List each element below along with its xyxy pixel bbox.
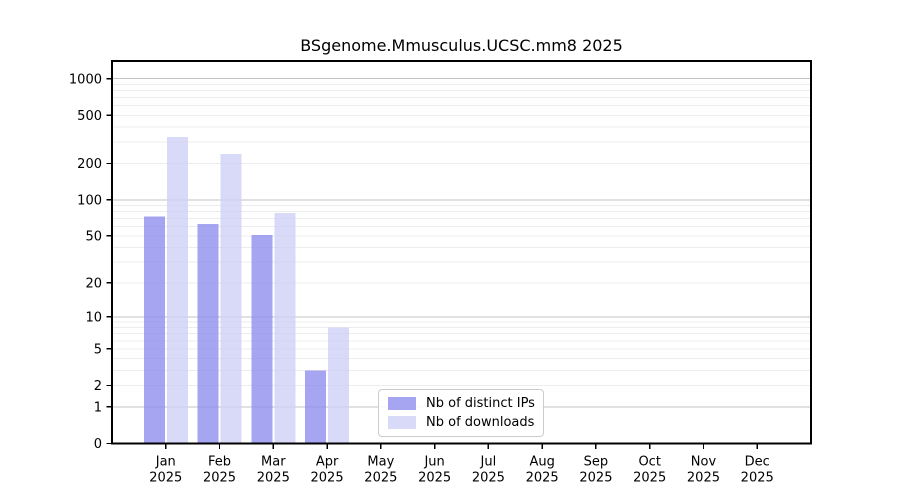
x-tick-label-year-jul: 2025 bbox=[472, 471, 505, 486]
bar-mar-downloads bbox=[274, 212, 296, 444]
y-tick-label-200: 200 bbox=[77, 157, 102, 172]
x-tick-label-year-jan: 2025 bbox=[149, 471, 182, 486]
x-tick-label-month-jul: Jul bbox=[480, 455, 497, 470]
x-tick-label-year-feb: 2025 bbox=[203, 471, 236, 486]
x-tick-label-year-aug: 2025 bbox=[526, 471, 559, 486]
legend-label-distinct-ips: Nb of distinct IPs bbox=[426, 396, 535, 411]
bar-mar-ips bbox=[251, 234, 273, 444]
legend-item-downloads: Nb of downloads bbox=[379, 415, 543, 430]
x-tick-label-month-jun: Jun bbox=[423, 455, 444, 470]
x-tick-label-month-aug: Aug bbox=[529, 455, 554, 470]
y-tick-label-50: 50 bbox=[85, 230, 102, 245]
y-tick-label-2: 2 bbox=[94, 379, 102, 394]
y-tick-label-1000: 1000 bbox=[69, 72, 102, 87]
legend-item-distinct-ips: Nb of distinct IPs bbox=[379, 396, 543, 411]
y-tick-label-1: 1 bbox=[94, 401, 102, 416]
x-tick-label-month-mar: Mar bbox=[261, 455, 286, 470]
x-tick-label-year-sep: 2025 bbox=[579, 471, 612, 486]
chart-title: BSgenome.Mmusculus.UCSC.mm8 2025 bbox=[300, 36, 623, 55]
legend-label-downloads: Nb of downloads bbox=[426, 415, 535, 430]
x-tick-label-month-dec: Dec bbox=[745, 455, 770, 470]
bar-jan-ips bbox=[143, 216, 165, 444]
x-tick-label-month-apr: Apr bbox=[316, 455, 339, 470]
x-tick-label-month-sep: Sep bbox=[584, 455, 609, 470]
x-tick-label-month-feb: Feb bbox=[208, 455, 231, 470]
legend: Nb of distinct IPs Nb of downloads bbox=[378, 389, 544, 437]
bar-feb-downloads bbox=[220, 153, 242, 444]
y-tick-label-20: 20 bbox=[85, 276, 102, 291]
y-tick-label-5: 5 bbox=[94, 343, 102, 358]
bar-apr-ips bbox=[305, 370, 327, 444]
legend-swatch-distinct-ips bbox=[388, 397, 416, 410]
axes-spines bbox=[111, 60, 812, 445]
x-tick-label-year-oct: 2025 bbox=[633, 471, 666, 486]
bar-jan-downloads bbox=[166, 137, 188, 444]
x-tick-label-year-nov: 2025 bbox=[687, 471, 720, 486]
bar-feb-ips bbox=[197, 223, 219, 444]
x-tick-label-year-apr: 2025 bbox=[311, 471, 344, 486]
x-tick-label-month-nov: Nov bbox=[691, 455, 717, 470]
y-tick-label-100: 100 bbox=[77, 193, 102, 208]
x-tick-label-year-mar: 2025 bbox=[257, 471, 290, 486]
x-tick-label-year-dec: 2025 bbox=[741, 471, 774, 486]
y-tick-label-10: 10 bbox=[85, 311, 102, 326]
x-tick-label-year-jun: 2025 bbox=[418, 471, 451, 486]
x-tick-label-month-oct: Oct bbox=[638, 455, 660, 470]
legend-swatch-downloads bbox=[388, 416, 416, 429]
y-tick-label-500: 500 bbox=[77, 109, 102, 124]
bar-apr-downloads bbox=[328, 327, 350, 444]
x-tick-label-month-jan: Jan bbox=[155, 455, 176, 470]
x-tick-label-year-may: 2025 bbox=[364, 471, 397, 486]
x-tick-label-month-may: May bbox=[367, 455, 394, 470]
y-tick-label-0: 0 bbox=[94, 437, 102, 452]
